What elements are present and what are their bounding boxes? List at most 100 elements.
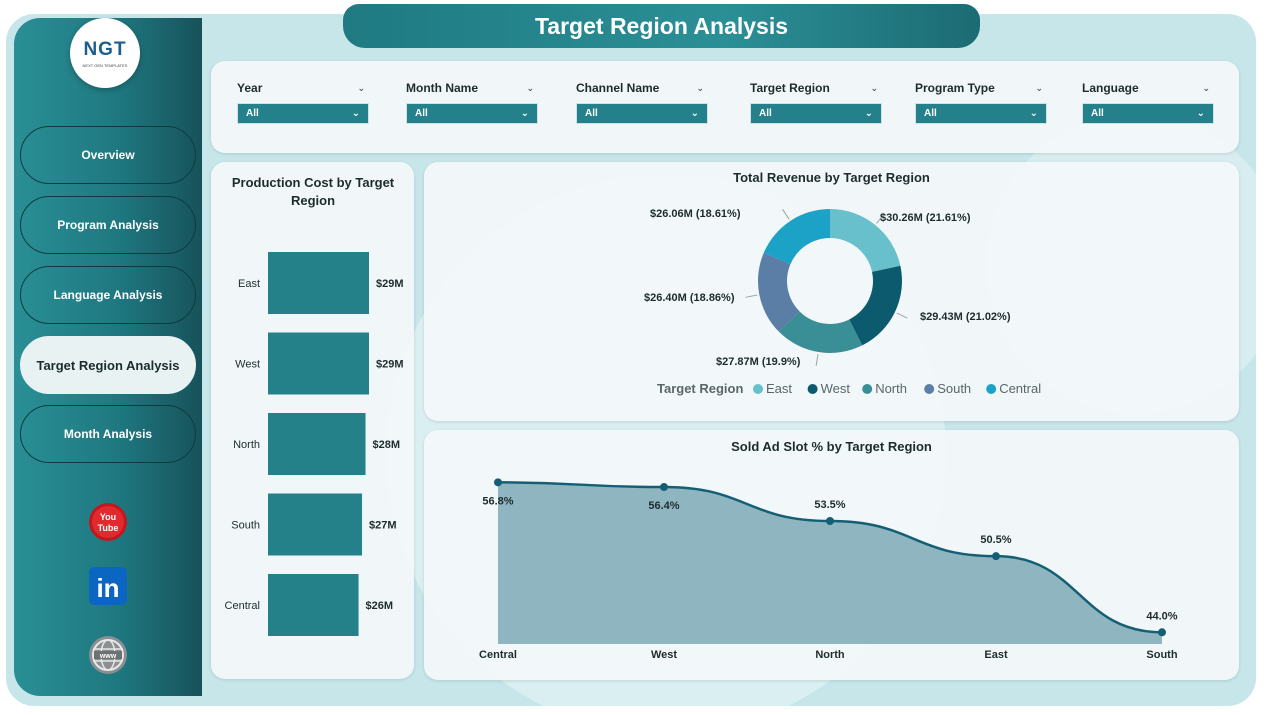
nav-target-region-analysis-button[interactable]: Target Region Analysis [20,336,196,394]
donut-value-label: $29.43M (21.02%) [920,311,1011,323]
donut-slice [778,311,863,353]
nav-month-analysis-button[interactable]: Month Analysis [20,405,196,463]
svg-text:Tube: Tube [98,523,119,533]
nav-language-analysis-button[interactable]: Language Analysis [20,266,196,324]
nav-program-analysis-button[interactable]: Program Analysis [20,196,196,254]
donut-leader-line [782,209,790,220]
website-icon[interactable]: www [88,635,128,675]
filter-panel: Year ⌄ All ⌄ Month Name ⌄ All ⌄ Channel Name… [211,61,1239,153]
youtube-icon[interactable]: You Tube [88,502,128,542]
bar-category-label: East [238,278,260,290]
production-cost-title: Production Cost by Target Region [231,175,395,208]
bar-category-label: North [233,439,260,451]
sidebar: NGT NEXT GEN TEMPLATES Overview Program … [14,18,202,696]
donut-slice [763,209,830,265]
donut-slice [758,252,800,332]
chevron-down-icon[interactable]: ⌄ [1035,82,1043,93]
filter-year-select[interactable]: All ⌄ [237,103,369,124]
donut-value-label: $26.40M (18.86%) [644,292,735,304]
donut-slice [830,209,901,272]
legend-item: Central [999,381,1041,396]
production-cost-chart: East $29M West $29M North $28M South $27M Centra… [225,252,404,636]
logo: NGT NEXT GEN TEMPLATES [70,18,140,88]
chevron-down-icon[interactable]: ⌄ [357,82,365,93]
bar-value-label: $29M [376,278,404,290]
sold-ad-slot-chart: 56.8% Central 56.4% West 53.5% North 50.5% East… [479,478,1178,661]
donut-value-label: $27.87M (19.9%) [716,356,801,368]
nav-overview-button[interactable]: Overview [20,126,196,184]
data-point [1158,628,1166,637]
bar [268,252,369,314]
filter-month-name-select[interactable]: All ⌄ [406,103,538,124]
chevron-down-icon[interactable]: ⌄ [870,82,878,93]
filter-target-region-label: Target Region [750,81,830,95]
chevron-down-icon: ⌄ [690,108,699,119]
donut-slice [849,265,902,346]
filter-target-region-value: All [759,108,772,119]
filter-program-type-select[interactable]: All ⌄ [915,103,1047,124]
chevron-down-icon: ⌄ [864,108,873,119]
filter-channel-name-select[interactable]: All ⌄ [576,103,708,124]
legend-item: South [937,381,971,396]
bar-category-label: West [235,359,260,371]
bar [268,332,369,395]
linkedin-icon[interactable]: in [88,566,128,606]
logo-subtitle: NEXT GEN TEMPLATES [82,62,128,68]
filter-language-select[interactable]: All ⌄ [1082,103,1214,124]
filter-language-label: Language [1082,81,1139,95]
bar-value-label: $26M [366,600,394,612]
production-cost-panel: Production Cost by Target Region East $29… [211,162,414,679]
data-label: 56.8% [482,495,513,507]
legend-marker [862,384,873,394]
revenue-panel: Total Revenue by Target Region $30.26M (… [424,162,1239,421]
filter-target-region-select[interactable]: All ⌄ [750,103,882,124]
bar-value-label: $28M [373,439,401,451]
x-tick-label: Central [479,649,517,661]
data-point [494,478,502,487]
bar-value-label: $27M [369,520,397,532]
x-tick-label: North [815,649,845,661]
legend-marker [807,384,818,394]
x-tick-label: West [651,649,677,661]
legend-item: West [821,381,851,396]
logo-text: NGT [83,38,127,60]
filter-language-value: All [1091,108,1104,119]
chevron-down-icon[interactable]: ⌄ [1202,82,1210,93]
revenue-chart: $30.26M (21.61%) $29.43M (21.02%) $27.87M … [644,208,1041,396]
data-label: 53.5% [814,499,845,511]
bar-category-label: South [231,520,260,532]
filter-month-name-label: Month Name [406,81,478,95]
filter-month-name-value: All [415,108,428,119]
sold-ad-slot-panel: Sold Ad Slot % by Target Region 56.8% Cen… [424,430,1239,680]
filter-year-label: Year [237,81,263,95]
filter-year: Year ⌄ All ⌄ [237,79,369,124]
chevron-down-icon[interactable]: ⌄ [696,82,704,93]
legend-title: Target Region [657,381,743,396]
data-label: 44.0% [1146,610,1177,622]
legend-marker [753,384,763,394]
chevron-down-icon: ⌄ [520,108,529,119]
x-tick-label: East [984,649,1008,661]
bar [268,574,359,636]
svg-text:www: www [99,653,117,660]
filter-channel-name: Channel Name ⌄ All ⌄ [576,79,708,124]
data-point [992,552,1000,561]
legend-item: North [875,381,907,396]
donut-leader-line [815,353,819,366]
revenue-title: Total Revenue by Target Region [733,170,930,185]
donut-leader-line [896,312,908,319]
bar [268,493,363,556]
filter-target-region: Target Region ⌄ All ⌄ [750,79,882,124]
chevron-down-icon[interactable]: ⌄ [526,82,534,93]
filter-channel-name-value: All [585,108,598,119]
legend-marker [986,384,997,394]
chevron-down-icon: ⌄ [1196,108,1205,119]
data-label: 56.4% [648,500,679,512]
legend-marker [924,384,935,394]
svg-text:in: in [96,573,119,603]
donut-leader-line [876,213,885,224]
data-point [826,517,834,525]
bar-category-label: Central [225,600,260,612]
legend-item: East [766,381,792,396]
donut-value-label: $30.26M (21.61%) [880,212,971,224]
